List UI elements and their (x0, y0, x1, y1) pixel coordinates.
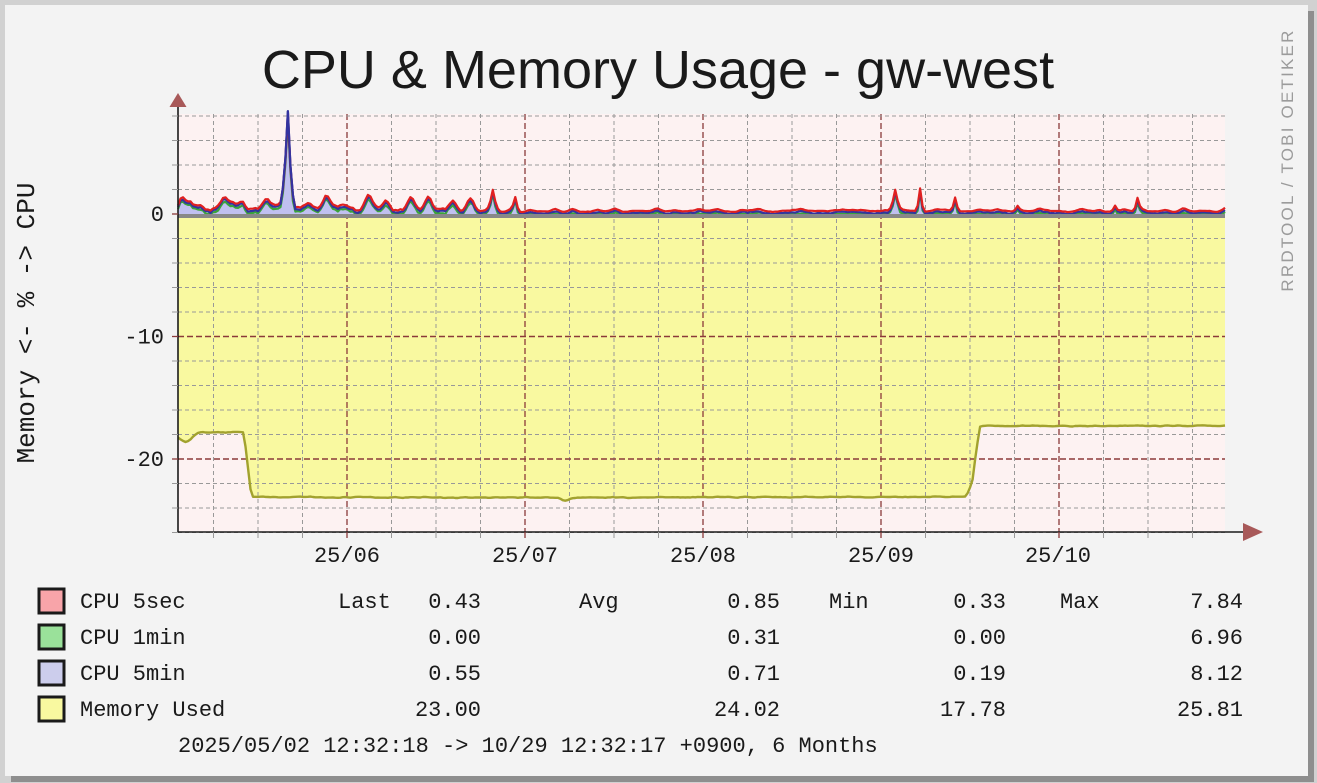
svg-text:CPU 1min: CPU 1min (80, 626, 186, 651)
svg-text:Min: Min (829, 590, 869, 615)
svg-text:0.71: 0.71 (727, 662, 780, 687)
svg-text:25/08: 25/08 (670, 544, 736, 569)
svg-text:25/10: 25/10 (1025, 544, 1091, 569)
svg-text:0.55: 0.55 (428, 662, 481, 687)
svg-text:25/06: 25/06 (314, 544, 380, 569)
svg-text:CPU 5sec: CPU 5sec (80, 590, 186, 615)
svg-text:CPU & Memory Usage - gw-west: CPU & Memory Usage - gw-west (262, 40, 1054, 100)
svg-text:0.43: 0.43 (428, 590, 481, 615)
svg-text:25/09: 25/09 (848, 544, 914, 569)
svg-text:0.00: 0.00 (953, 626, 1006, 651)
svg-text:25/07: 25/07 (492, 544, 558, 569)
svg-text:8.12: 8.12 (1190, 662, 1243, 687)
svg-text:Memory Used: Memory Used (80, 698, 225, 723)
svg-text:17.78: 17.78 (940, 698, 1006, 723)
svg-text:0.31: 0.31 (727, 626, 780, 651)
svg-text:CPU 5min: CPU 5min (80, 662, 186, 687)
svg-text:0.33: 0.33 (953, 590, 1006, 615)
svg-text:2025/05/02 12:32:18 -> 10/29 1: 2025/05/02 12:32:18 -> 10/29 12:32:17 +0… (178, 734, 878, 759)
svg-text:RRDTOOL / TOBI OETIKER: RRDTOOL / TOBI OETIKER (1278, 28, 1297, 291)
svg-text:0.85: 0.85 (727, 590, 780, 615)
svg-text:7.84: 7.84 (1190, 590, 1243, 615)
svg-text:0: 0 (151, 203, 164, 228)
svg-text:25.81: 25.81 (1177, 698, 1243, 723)
svg-text:Max: Max (1060, 590, 1100, 615)
svg-text:6.96: 6.96 (1190, 626, 1243, 651)
svg-text:-20: -20 (124, 448, 164, 473)
svg-text:23.00: 23.00 (415, 698, 481, 723)
svg-text:Memory <- % -> CPU: Memory <- % -> CPU (12, 183, 42, 464)
svg-text:Last: Last (338, 590, 391, 615)
svg-text:0.00: 0.00 (428, 626, 481, 651)
svg-text:Avg: Avg (579, 590, 619, 615)
svg-text:0.19: 0.19 (953, 662, 1006, 687)
svg-text:-10: -10 (124, 326, 164, 351)
svg-text:24.02: 24.02 (714, 698, 780, 723)
